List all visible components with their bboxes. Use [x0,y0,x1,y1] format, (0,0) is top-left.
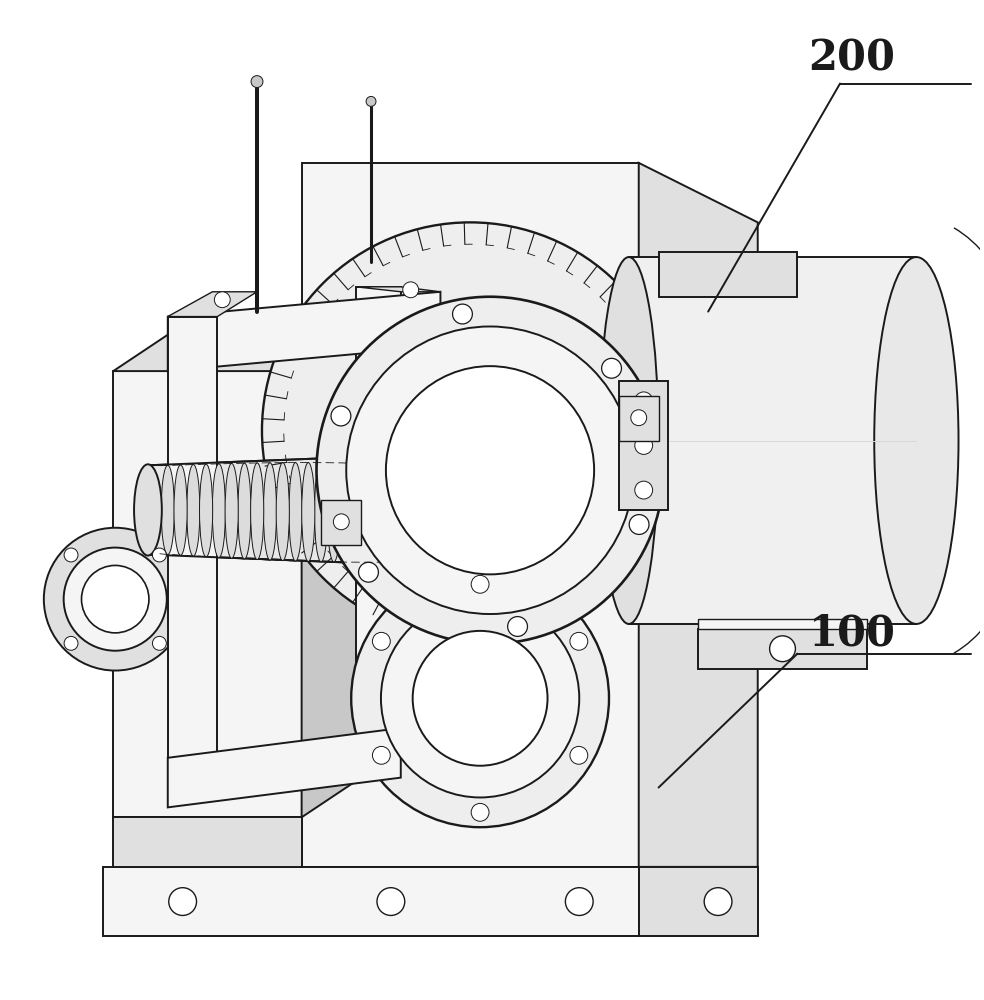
Circle shape [346,326,634,614]
Polygon shape [167,292,257,317]
Ellipse shape [302,463,315,561]
Circle shape [566,888,593,915]
Ellipse shape [480,469,494,560]
Circle shape [635,392,652,410]
Polygon shape [167,292,441,371]
Polygon shape [619,381,668,510]
Circle shape [705,888,732,915]
Circle shape [453,304,472,324]
Ellipse shape [238,463,251,559]
Polygon shape [356,287,441,292]
Polygon shape [639,163,758,867]
Circle shape [169,888,197,915]
Polygon shape [629,257,916,624]
Circle shape [44,528,187,671]
Circle shape [601,358,622,378]
Circle shape [629,515,649,534]
Ellipse shape [340,463,353,562]
Ellipse shape [429,466,443,561]
Ellipse shape [264,463,277,560]
Ellipse shape [467,469,481,560]
Circle shape [366,96,376,106]
Ellipse shape [251,463,264,560]
Ellipse shape [599,257,658,624]
Circle shape [381,599,580,797]
Ellipse shape [161,465,174,555]
Circle shape [631,410,646,426]
Circle shape [391,351,549,510]
Polygon shape [302,163,639,867]
Circle shape [153,636,166,650]
Polygon shape [167,317,217,758]
Circle shape [64,548,78,562]
Ellipse shape [379,464,392,562]
Circle shape [570,632,587,650]
Circle shape [251,76,263,88]
Ellipse shape [416,466,430,562]
Polygon shape [658,252,797,297]
Ellipse shape [455,468,468,561]
Ellipse shape [213,464,225,558]
Polygon shape [302,312,391,817]
Polygon shape [322,500,361,545]
Circle shape [372,746,391,764]
Circle shape [215,292,230,308]
Ellipse shape [289,463,302,561]
Ellipse shape [225,463,238,558]
Polygon shape [356,287,400,728]
Polygon shape [699,629,867,669]
Polygon shape [113,371,302,817]
Ellipse shape [328,463,340,562]
Ellipse shape [392,465,404,562]
Ellipse shape [403,465,417,562]
Circle shape [635,481,652,499]
Circle shape [508,617,527,636]
Polygon shape [699,619,867,629]
Circle shape [769,636,795,662]
Polygon shape [148,450,520,569]
Ellipse shape [442,467,456,561]
Circle shape [377,888,404,915]
Text: 200: 200 [809,38,895,80]
Polygon shape [103,867,639,936]
Circle shape [402,282,418,298]
Polygon shape [113,817,302,867]
Polygon shape [113,312,391,371]
Polygon shape [619,396,658,441]
Circle shape [331,406,351,426]
Ellipse shape [366,464,379,562]
Circle shape [471,575,489,593]
Circle shape [317,297,663,644]
Polygon shape [167,728,400,807]
Circle shape [262,222,678,639]
Circle shape [64,548,166,651]
Polygon shape [639,867,758,936]
Ellipse shape [315,463,328,562]
Ellipse shape [187,464,200,556]
Circle shape [570,746,587,764]
Circle shape [372,632,391,650]
Circle shape [351,569,609,827]
Circle shape [82,565,149,633]
Ellipse shape [134,464,161,556]
Ellipse shape [200,464,213,557]
Circle shape [635,437,652,454]
Text: 100: 100 [809,613,895,655]
Circle shape [64,636,78,650]
Circle shape [386,366,594,574]
Ellipse shape [174,465,187,555]
Circle shape [153,548,166,562]
Circle shape [412,631,547,766]
Circle shape [471,803,489,821]
Circle shape [358,562,379,582]
Circle shape [334,514,349,530]
Ellipse shape [277,463,289,561]
Ellipse shape [874,257,958,624]
Ellipse shape [353,463,366,562]
